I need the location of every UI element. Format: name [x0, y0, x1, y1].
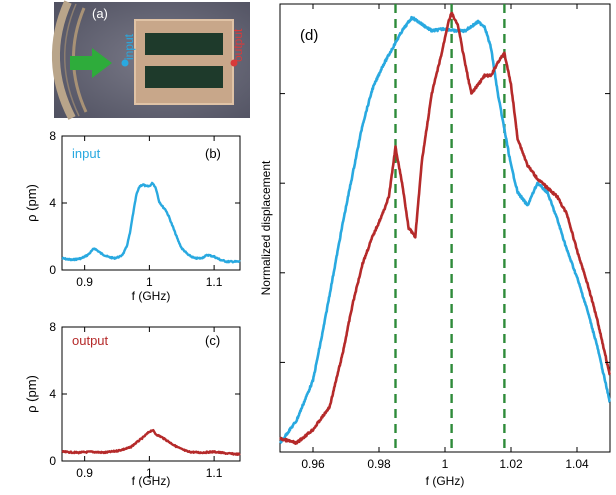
panel-c-ytick-label: 8: [49, 320, 56, 334]
panel-c-ytick-label: 0: [49, 454, 56, 468]
panel-d-xtick-label: 0.98: [367, 457, 391, 471]
excitation-arrow-icon: [70, 48, 112, 78]
panel-c-xtick-label: 0.9: [76, 466, 93, 480]
panel-b: 0.9 1 1.1 0 4 8 input (b) f (GHz) ρ (pm): [24, 129, 241, 303]
panel-c-ticks: 0.9 1 1.1 0 4 8: [49, 320, 240, 480]
panel-b-xtick-label: 1.1: [206, 275, 223, 289]
panel-b-ytick-label: 8: [49, 129, 56, 143]
panel-b-ylabel: ρ (pm): [24, 184, 39, 222]
cavity-frame: [134, 19, 234, 105]
cavity-window-bottom: [145, 66, 223, 88]
panel-c-ytick-label: 4: [49, 387, 56, 401]
panel-d-xtick-label: 0.96: [301, 457, 325, 471]
arrow-head: [92, 48, 112, 78]
panel-b-ticks: 0.9 1 1.1 0 4 8: [49, 129, 240, 289]
electrode-arc-thin: [63, 3, 80, 117]
electrode-arc-outer: [52, 0, 76, 120]
panel-label-d: (d): [300, 27, 318, 44]
input-marker-label: input: [122, 33, 136, 60]
panel-label-b: (b): [205, 146, 221, 161]
panel-d-ylabel: Normalized displacement: [259, 160, 273, 295]
panel-c-output-line: [61, 428, 241, 456]
panel-c-xtick-label: 1: [146, 466, 153, 480]
output-marker-label: output: [231, 28, 245, 62]
panel-b-ytick-label: 0: [49, 263, 56, 277]
output-marker-dot: [230, 59, 238, 67]
panel-d-input-line: [279, 15, 611, 445]
arrow-shaft: [70, 56, 94, 70]
panel-d-xtick-label: 1.04: [565, 457, 589, 471]
panel-b-series-label: input: [72, 146, 101, 161]
panel-label-a: (a): [92, 6, 108, 21]
panel-b-xtick-label: 1: [146, 275, 153, 289]
panel-d-xlabel: f (GHz): [426, 474, 465, 488]
panel-b-input-line: [61, 181, 241, 264]
panel-d: 0.96 0.98 1 1.02 1.04 (d) f (GHz) Normalized…: [259, 3, 612, 488]
panel-d-guide-lines: [394, 4, 506, 452]
panel-b-ytick-label: 4: [49, 196, 56, 210]
panel-d-xtick-label: 1: [442, 457, 449, 471]
panel-b-xlabel: f (GHz): [132, 289, 171, 303]
panel-d-ticks: 0.96 0.98 1 1.02 1.04: [280, 4, 610, 471]
panel-c: 0.9 1 1.1 0 4 8 output (c) f (GHz) ρ (pm): [24, 320, 241, 488]
panel-b-xtick-label: 0.9: [76, 275, 93, 289]
cavity-window-top: [145, 33, 223, 55]
panel-c-ylabel: ρ (pm): [24, 375, 39, 413]
panel-c-series-label: output: [72, 333, 109, 348]
panel-d-output-line: [279, 11, 612, 445]
panel-c-xlabel: f (GHz): [132, 474, 171, 488]
panel-d-xtick-label: 1.02: [499, 457, 523, 471]
panel-label-c: (c): [205, 333, 220, 348]
input-marker-dot: [121, 59, 129, 67]
panel-c-xtick-label: 1.1: [206, 466, 223, 480]
panel-a-photo: input output (a): [52, 0, 250, 120]
